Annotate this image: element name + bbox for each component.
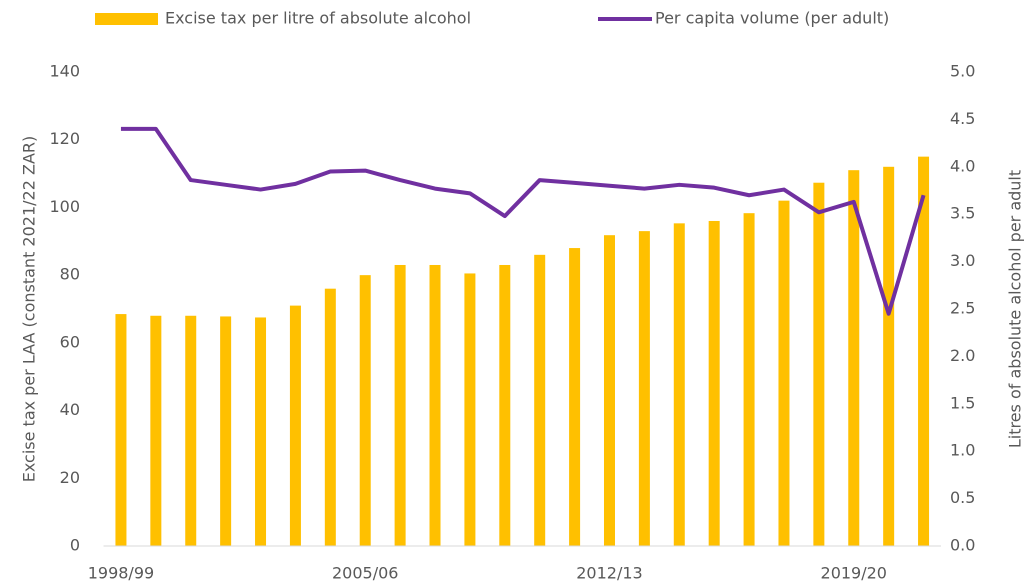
x-tick-label: 2019/20 (821, 564, 887, 583)
bar (115, 314, 127, 546)
y-tick-label: 80 (60, 265, 80, 284)
y2-tick-label: 3.0 (950, 251, 975, 270)
y2-axis-title: Litres of absolute alcohol per adult (1006, 170, 1025, 448)
y2-tick-label: 0.5 (950, 488, 975, 507)
bar (464, 273, 476, 546)
bar (708, 220, 720, 546)
legend-label: Excise tax per litre of absolute alcohol (165, 9, 471, 28)
y2-tick-label: 4.0 (950, 156, 975, 175)
y-tick-label: 120 (49, 129, 80, 148)
bar (429, 264, 441, 546)
bar (569, 248, 581, 547)
line (120, 126, 926, 316)
y2-tick-label: 1.5 (950, 393, 975, 412)
y2-tick-label: 5.0 (950, 62, 975, 81)
bar (220, 316, 232, 546)
x-tick-label: 2012/13 (576, 564, 642, 583)
bar (743, 213, 755, 547)
y-tick-label: 60 (60, 332, 80, 351)
bar (883, 166, 895, 547)
legend-label: Per capita volume (per adult) (655, 9, 889, 28)
x-tick-label: 1998/99 (88, 564, 154, 583)
y2-tick-label: 2.5 (950, 299, 975, 318)
bar (359, 275, 371, 546)
bar (673, 223, 685, 546)
y2-tick-label: 0.0 (950, 536, 975, 555)
bar (324, 288, 336, 546)
bar (638, 231, 650, 546)
y2-tick-label: 4.5 (950, 109, 975, 128)
y-tick-label: 0 (70, 536, 80, 555)
y-tick-label: 140 (49, 62, 80, 81)
bar (289, 305, 301, 546)
y-tick-label: 100 (49, 197, 80, 216)
bar (848, 170, 860, 546)
y-tick-label: 20 (60, 468, 80, 487)
y2-tick-label: 3.5 (950, 204, 975, 223)
bar (499, 264, 511, 546)
bar (813, 182, 825, 546)
bar (918, 156, 930, 546)
y-tick-label: 40 (60, 400, 80, 419)
bar (394, 264, 406, 546)
bar (603, 235, 615, 547)
y2-tick-label: 1.0 (950, 441, 975, 460)
bar (534, 254, 546, 547)
bar (185, 315, 197, 546)
x-tick-label: 2005/06 (332, 564, 398, 583)
legend-swatch (95, 13, 158, 25)
bar (150, 315, 162, 546)
y2-tick-label: 2.0 (950, 346, 975, 365)
bar (255, 317, 267, 546)
bar (778, 200, 790, 546)
y-axis-title: Excise tax per LAA (constant 2021/22 ZAR… (20, 136, 39, 483)
